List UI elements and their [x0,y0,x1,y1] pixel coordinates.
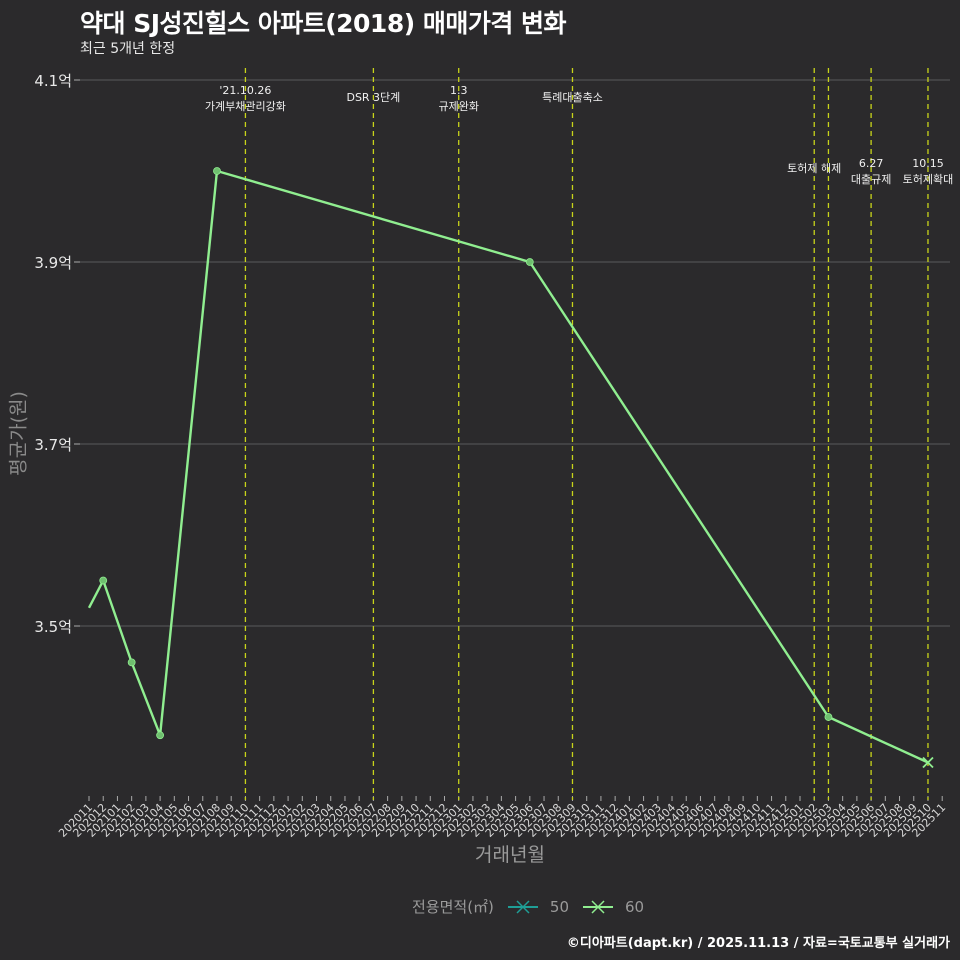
event-annotation: 가계부채관리강화 [205,100,286,113]
event-annotation: DSR 3단계 [346,91,400,104]
event-annotation: 1.3 [450,84,468,97]
y-tick-label: 4.1억 [34,72,72,90]
y-tick-label: 3.5억 [34,618,72,636]
event-annotation: 토허제 해제 [787,161,841,175]
data-point [156,731,165,740]
data-point [824,713,833,721]
legend-label: 50 [549,897,569,916]
data-point [525,258,534,266]
y-tick-label: 3.9억 [34,254,72,272]
y-axis-label: 평균가(원) [7,391,30,476]
event-annotation: 대출규제 [851,173,891,186]
source-caption: ©디아파트(dapt.kr) / 2025.11.13 / 자료=국토교통부 실… [566,936,950,951]
data-point [99,576,108,585]
event-annotation: 특례대출축소 [542,91,603,104]
event-annotation: 10.15 [912,157,944,170]
x-axis-label: 거래년월 [475,844,545,866]
event-annotation: 토허제확대 [903,173,954,186]
data-point [213,167,221,175]
legend-label: 60 [625,897,645,916]
legend-item-60: 60 [581,898,644,916]
y-tick-label: 3.7억 [34,436,72,454]
legend-title: 전용면적(㎡) [412,898,494,916]
chart-subtitle: 최근 5개년 한정 [80,41,176,57]
event-annotation: '21.10.26 [219,84,271,97]
legend-item-50: 50 [506,898,569,916]
legend-line-cross-icon [507,899,538,914]
chart-title: 약대 SJ성진힐스 아파트(2018) 매매가격 변화 [80,9,567,38]
event-annotation: 6.27 [859,157,884,170]
series-line [87,169,929,764]
legend: 전용면적(㎡) 50 60 [412,896,644,917]
legend-line-cross-icon [583,899,613,914]
event-annotation: 규제완화 [438,100,478,113]
data-point [127,658,136,667]
